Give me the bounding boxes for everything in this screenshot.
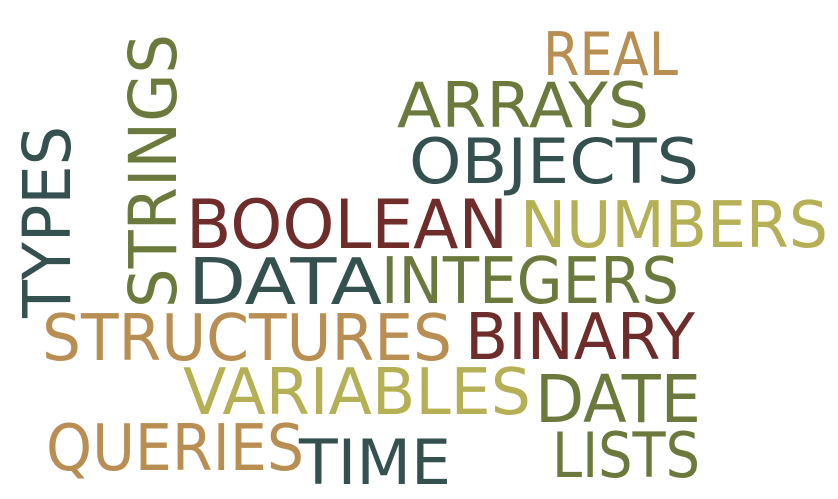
word-structures: STRUCTURES (42, 302, 452, 376)
word-data: DATA (188, 246, 382, 320)
word-lists: LISTS (552, 419, 700, 492)
word-variables: VARIABLES (183, 356, 531, 430)
word-integers: INTEGERS (381, 245, 679, 319)
word-boolean: BOOLEAN (186, 186, 508, 265)
word-strings: STRINGS (115, 34, 192, 308)
word-time: TIME (298, 426, 451, 499)
word-binary: BINARY (465, 301, 696, 375)
word-numbers: NUMBERS (520, 189, 828, 263)
word-arrays: ARRAYS (397, 69, 649, 142)
word-date: DATE (535, 361, 701, 438)
word-queries: QUERIES (46, 412, 304, 486)
word-types: TYPES (9, 126, 86, 319)
word-real: REAL (543, 20, 678, 90)
word-objects: OBJECTS (409, 125, 699, 198)
